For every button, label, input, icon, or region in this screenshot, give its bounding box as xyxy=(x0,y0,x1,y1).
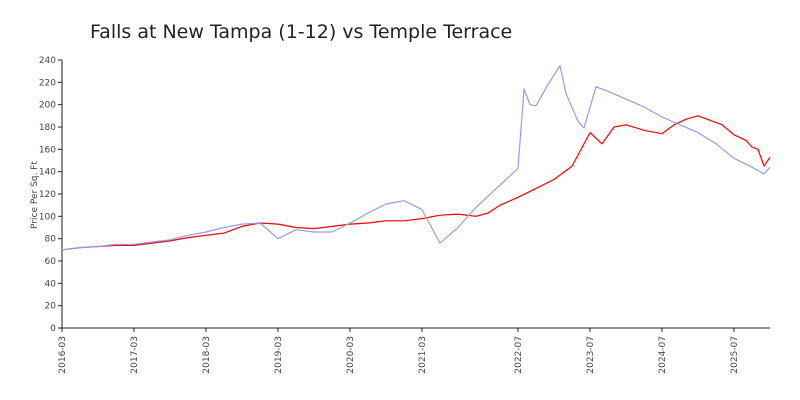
y-tick-label: 180 xyxy=(39,123,56,133)
x-tick-label: 2022-07 xyxy=(514,336,524,374)
series-line-1 xyxy=(61,115,771,251)
x-axis-ticks: 2016-03 2017-03 2018-03 2019-03 2020-03 2021-… xyxy=(58,328,740,374)
series-layer xyxy=(61,64,771,251)
x-tick-label: 2025-07 xyxy=(730,336,740,374)
y-tick-label: 0 xyxy=(50,324,56,334)
y-tick-label: 80 xyxy=(45,235,57,245)
y-tick-label: 140 xyxy=(39,168,56,178)
x-tick-label: 2023-07 xyxy=(586,336,596,374)
y-tick-label: 60 xyxy=(45,257,57,267)
x-tick-label: 2019-03 xyxy=(274,336,284,374)
y-tick-label: 240 xyxy=(39,56,56,66)
x-tick-label: 2017-03 xyxy=(130,336,140,374)
series-line-2 xyxy=(61,64,771,251)
x-tick-label: 2024-07 xyxy=(658,336,668,374)
x-tick-label: 2020-03 xyxy=(346,336,356,374)
y-tick-label: 120 xyxy=(39,190,56,200)
x-tick-label: 2018-03 xyxy=(202,336,212,374)
y-tick-label: 40 xyxy=(45,279,57,289)
y-tick-label: 160 xyxy=(39,145,56,155)
x-tick-label: 2016-03 xyxy=(58,336,68,374)
y-tick-label: 20 xyxy=(45,302,57,312)
y-axis-ticks: 0 20 40 60 80 100 120 140 160 180 200 220 240 xyxy=(39,56,62,334)
y-tick-label: 220 xyxy=(39,78,56,88)
chart-title: Falls at New Tampa (1-12) vs Temple Terr… xyxy=(90,21,512,43)
x-tick-label: 2021-03 xyxy=(418,336,428,374)
y-axis-label: Price Per Sq. Ft xyxy=(30,161,40,229)
y-tick-label: 200 xyxy=(39,101,56,111)
y-tick-label: 100 xyxy=(39,212,56,222)
